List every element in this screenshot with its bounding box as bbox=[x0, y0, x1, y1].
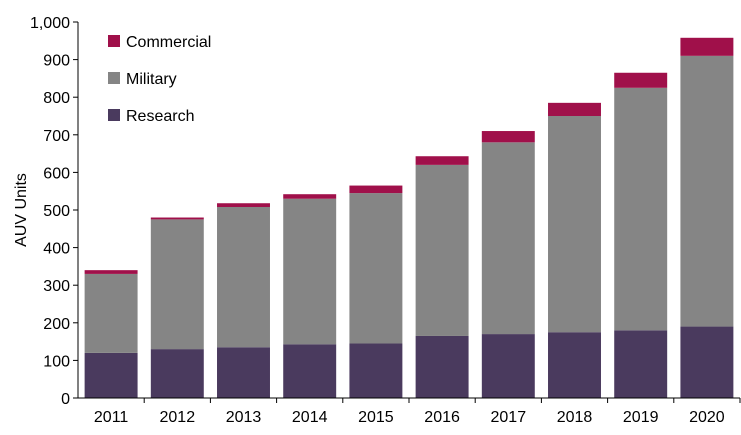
legend-label-commercial: Commercial bbox=[126, 34, 211, 51]
bar-research-2012 bbox=[150, 349, 204, 398]
y-tick-label: 700 bbox=[43, 128, 70, 145]
bar-commercial-2014 bbox=[283, 194, 337, 199]
x-tick-label: 2015 bbox=[358, 409, 394, 426]
bar-research-2018 bbox=[548, 332, 601, 398]
bar-military-2012 bbox=[150, 219, 204, 350]
legend-swatch-research bbox=[108, 109, 120, 121]
bar-research-2011 bbox=[84, 352, 138, 398]
bar-research-2013 bbox=[217, 347, 270, 398]
y-tick-label: 300 bbox=[43, 278, 70, 295]
bar-military-2018 bbox=[548, 116, 601, 333]
x-tick-label: 2014 bbox=[292, 409, 328, 426]
bar-military-2015 bbox=[349, 193, 403, 344]
bar-commercial-2012 bbox=[150, 217, 204, 220]
x-tick-label: 2012 bbox=[160, 409, 196, 426]
legend-label-research: Research bbox=[126, 108, 194, 125]
y-tick-label: 900 bbox=[43, 53, 70, 70]
bar-military-2016 bbox=[415, 164, 469, 336]
bar-commercial-2020 bbox=[680, 37, 734, 56]
bar-commercial-2017 bbox=[481, 131, 535, 143]
bar-research-2015 bbox=[349, 343, 403, 398]
bar-military-2017 bbox=[481, 142, 535, 335]
legend: Commercial Military Research bbox=[108, 34, 211, 125]
y-tick-label: 1,000 bbox=[30, 15, 70, 32]
legend-swatch-commercial bbox=[108, 35, 120, 47]
bar-commercial-2013 bbox=[217, 203, 270, 207]
bar-commercial-2016 bbox=[415, 156, 469, 165]
bar-military-2013 bbox=[217, 206, 270, 348]
x-tick-label: 2019 bbox=[623, 409, 659, 426]
bar-military-2011 bbox=[84, 273, 138, 353]
x-tick-label: 2017 bbox=[491, 409, 527, 426]
x-tick-label: 2018 bbox=[557, 409, 593, 426]
bar-military-2019 bbox=[614, 87, 668, 331]
y-tick-label: 200 bbox=[43, 316, 70, 333]
x-tick-layer: 2011 2012 2013 2014 2015 2016 2017 2018 2019 2020 bbox=[94, 398, 741, 426]
y-tick-label: 0 bbox=[61, 391, 70, 408]
y-tick-label: 100 bbox=[43, 353, 70, 370]
bar-commercial-2019 bbox=[614, 72, 668, 88]
bar-commercial-2018 bbox=[548, 102, 601, 116]
y-tick-label: 600 bbox=[43, 165, 70, 182]
x-tick-label: 2013 bbox=[226, 409, 262, 426]
x-tick-label: 2016 bbox=[424, 409, 460, 426]
bar-research-2017 bbox=[481, 334, 535, 398]
y-axis-title: AUV Units bbox=[13, 173, 30, 247]
x-tick-label: 2011 bbox=[94, 409, 129, 426]
bar-research-2016 bbox=[415, 335, 469, 398]
bar-research-2020 bbox=[680, 326, 734, 398]
bar-research-2019 bbox=[614, 330, 668, 398]
bar-military-2014 bbox=[283, 198, 337, 345]
y-tick-label: 400 bbox=[43, 241, 70, 258]
bar-commercial-2015 bbox=[349, 185, 403, 194]
legend-label-military: Military bbox=[126, 71, 177, 88]
bar-research-2014 bbox=[283, 344, 337, 398]
y-tick-label: 500 bbox=[43, 203, 70, 220]
bars-layer bbox=[84, 37, 734, 398]
y-tick-layer: 0 100 200 300 400 500 600 700 800 900 1,000 bbox=[30, 15, 78, 408]
y-tick-label: 800 bbox=[43, 90, 70, 107]
legend-swatch-military bbox=[108, 72, 120, 84]
bar-military-2020 bbox=[680, 55, 734, 327]
bar-commercial-2011 bbox=[84, 270, 138, 274]
x-tick-label: 2020 bbox=[689, 409, 725, 426]
